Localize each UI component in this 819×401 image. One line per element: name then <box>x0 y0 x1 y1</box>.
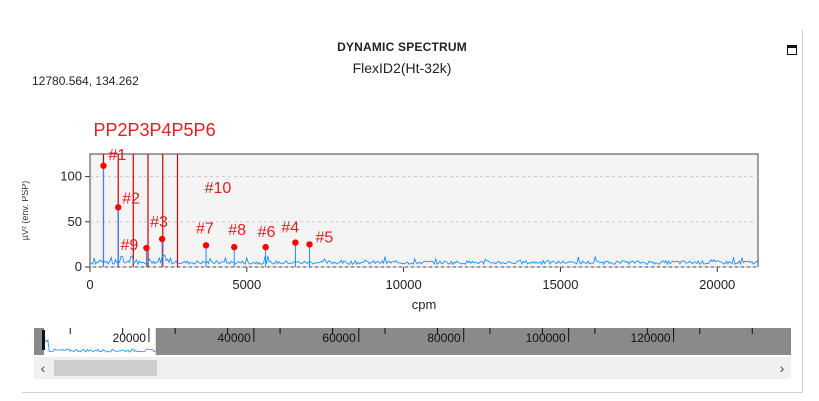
chart-title: DYNAMIC SPECTRUM <box>337 40 467 54</box>
peak-label: #4 <box>281 220 299 237</box>
navigator-tick-label: 40000 <box>217 331 251 345</box>
navigator-tick-label: 80000 <box>427 331 461 345</box>
peak-label: #10 <box>205 180 232 197</box>
peak-marker <box>115 204 122 211</box>
peak-marker <box>231 243 238 251</box>
plot-area <box>89 153 759 268</box>
horizontal-scrollbar[interactable]: ‹ › <box>34 357 791 379</box>
x-tick-label: 15000 <box>542 277 578 292</box>
peak-marker <box>143 244 150 252</box>
y-tick-label: 0 <box>75 259 82 274</box>
peak-marker <box>100 162 107 169</box>
navigator-track[interactable]: 20000 40000 60000 80000 100000 120000 <box>34 328 791 355</box>
peak-marker <box>262 243 269 251</box>
range-navigator[interactable]: 20000 40000 60000 80000 100000 120000 <box>34 328 791 355</box>
peak-label: #3 <box>150 214 168 231</box>
peak-label: #5 <box>316 229 334 246</box>
peak-marker <box>306 241 313 248</box>
navigator-tick-label: 60000 <box>322 331 356 345</box>
peak-label: #9 <box>120 237 138 254</box>
harmonic-labels: PP2P3P4P5P6 <box>93 120 215 140</box>
x-axis-label: cpm <box>412 297 437 312</box>
navigator-tick-label: 100000 <box>526 331 566 345</box>
y-tick-label: 100 <box>60 169 82 184</box>
chart-subtitle: FlexID2(Ht-32k) <box>352 60 452 76</box>
y-tick-label: 50 <box>68 214 82 229</box>
maximize-icon[interactable] <box>787 45 797 55</box>
peak-label: #7 <box>196 220 214 237</box>
navigator-left-handle[interactable] <box>42 330 45 350</box>
navigator-tick-label: 120000 <box>631 331 671 345</box>
scroll-thumb[interactable] <box>54 360 157 376</box>
peak-label: #6 <box>258 224 276 241</box>
navigator-window[interactable] <box>44 328 156 355</box>
x-tick-label: 10000 <box>386 277 422 292</box>
navigator-trace <box>43 339 156 353</box>
peak-marker <box>158 235 166 243</box>
spectrum-chart[interactable]: 0 50 100 0 5000 10000 15000 20000 cpm µV² (env. P… <box>22 30 802 330</box>
x-tick-label: 20000 <box>699 277 735 292</box>
peak-marker <box>202 242 210 249</box>
peak-label: #1 <box>108 147 126 164</box>
peak-label: #8 <box>228 222 246 239</box>
y-axis-label: µV² (env. PSP) <box>22 181 30 241</box>
chevron-left-icon[interactable]: ‹ <box>40 360 46 376</box>
chevron-right-icon[interactable]: › <box>779 360 785 376</box>
peak-label: #2 <box>122 190 140 207</box>
peak-marker <box>292 239 299 246</box>
x-tick-label: 5000 <box>232 277 261 292</box>
navigator-tick-label: 20000 <box>113 331 147 345</box>
x-tick-label: 0 <box>86 277 93 292</box>
spectrum-panel: DYNAMIC SPECTRUM FlexID2(Ht-32k) 12780.5… <box>22 30 803 393</box>
spectrum-trace <box>89 254 758 266</box>
cursor-readout: 12780.564, 134.262 <box>32 74 139 88</box>
